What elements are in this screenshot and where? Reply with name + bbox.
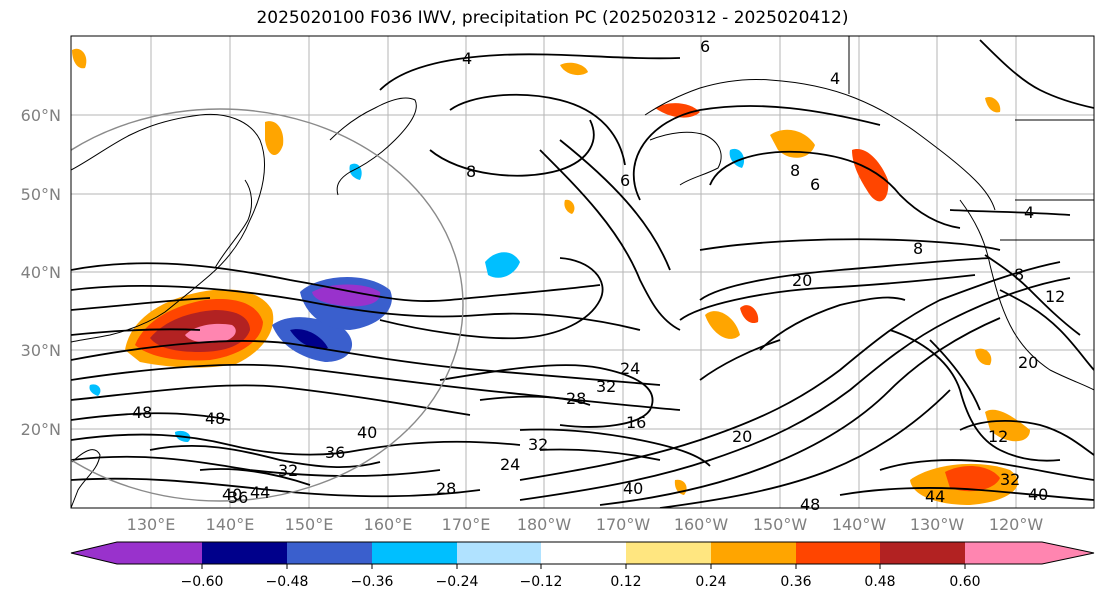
contour-label: 48 <box>205 409 225 428</box>
contour-label: 24 <box>500 455 520 474</box>
contour-label: 8 <box>1014 265 1024 284</box>
colorbar-outline <box>70 541 1095 565</box>
colorbar-segment <box>1042 542 1094 564</box>
lat-label: 50°N <box>21 185 61 204</box>
contour-label: 8 <box>790 161 800 180</box>
colorbar-segment <box>202 542 287 564</box>
contour-label: 32 <box>1000 470 1020 489</box>
colorbar-tick-label: 0.36 <box>780 574 811 590</box>
longitude-labels: 130°E 140°E 150°E 160°E 170°E 180°W 170°… <box>127 515 1044 534</box>
lon-label: 130°W <box>910 515 965 534</box>
lon-label: 150°W <box>753 515 808 534</box>
map-content <box>71 36 1094 508</box>
latitude-labels: 60°N 50°N 40°N 30°N 20°N <box>21 106 61 439</box>
lon-label: 160°E <box>364 515 413 534</box>
lon-label: 150°E <box>285 515 334 534</box>
colorbar-segment <box>626 542 711 564</box>
contour-label: 40 <box>623 479 643 498</box>
colorbar-segment <box>71 542 117 564</box>
contour-labels: 4 8 6 4 8 6 8 6 4 8 20 12 20 24 28 32 16… <box>132 37 1065 514</box>
colorbar-tick-label: 0.12 <box>610 574 641 590</box>
colorbar-segment <box>541 542 626 564</box>
contour-label: 8 <box>466 162 476 181</box>
contour-label: 6 <box>620 171 630 190</box>
contour-label: 4 <box>1024 203 1034 222</box>
colorbar-segment <box>117 542 202 564</box>
lat-label: 40°N <box>21 263 61 282</box>
contour-label: 20 <box>732 427 752 446</box>
contour-label: 44 <box>250 483 270 502</box>
map-title: 2025020100 F036 IWV, precipitation PC (2… <box>256 8 849 28</box>
gridlines <box>71 36 1094 508</box>
contour-label: 40 <box>222 485 242 504</box>
lon-label: 170°E <box>442 515 491 534</box>
colorbar: −0.60 −0.48 −0.36 −0.24 −0.12 0.12 0.24 … <box>70 541 1095 590</box>
colorbar-tick-label: −0.12 <box>520 574 563 590</box>
contour-label: 40 <box>357 423 377 442</box>
contour-label: 32 <box>596 377 616 396</box>
contour-label: 12 <box>988 427 1008 446</box>
lat-label: 20°N <box>21 420 61 439</box>
colorbar-tick-label: −0.48 <box>266 574 309 590</box>
contour-label: 8 <box>913 239 923 258</box>
colorbar-tick-label: 0.24 <box>695 574 726 590</box>
contour-label: 28 <box>566 389 586 408</box>
contour-label: 6 <box>700 37 710 56</box>
contour-label: 4 <box>830 69 840 88</box>
colorbar-tick-label: 0.60 <box>949 574 980 590</box>
contour-label: 4 <box>462 49 472 68</box>
colorbar-tick-label: −0.60 <box>181 574 224 590</box>
lon-label: 130°E <box>127 515 176 534</box>
colorbar-tick-label: −0.36 <box>351 574 394 590</box>
lat-label: 60°N <box>21 106 61 125</box>
colorbar-segment <box>457 542 541 564</box>
reference-circle <box>71 108 464 502</box>
contour-label: 48 <box>800 495 820 514</box>
colorbar-tick-label: −0.24 <box>436 574 479 590</box>
colorbar-segment <box>711 542 796 564</box>
contour-label: 48 <box>132 403 152 422</box>
contour-label: 16 <box>626 413 646 432</box>
contour-label: 44 <box>925 487 945 506</box>
contour-label: 32 <box>278 461 298 480</box>
lon-label: 140°E <box>206 515 255 534</box>
colorbar-segment <box>880 542 965 564</box>
contour-label: 32 <box>528 435 548 454</box>
coastlines <box>71 36 1094 508</box>
colorbar-segment <box>796 542 880 564</box>
lon-label: 120°W <box>989 515 1044 534</box>
colorbar-tick-label: 0.48 <box>864 574 895 590</box>
lon-label: 160°W <box>674 515 729 534</box>
contour-label: 20 <box>1018 353 1038 372</box>
colorbar-segment <box>287 542 372 564</box>
contour-label: 36 <box>325 443 345 462</box>
contour-label: 28 <box>436 479 456 498</box>
contour-label: 36 <box>228 488 248 507</box>
lat-label: 30°N <box>21 341 61 360</box>
contour-label: 6 <box>810 175 820 194</box>
colorbar-segment <box>965 542 1042 564</box>
contour-label: 24 <box>620 359 640 378</box>
lon-label: 140°W <box>832 515 887 534</box>
map-frame <box>70 35 1095 509</box>
lon-label: 180°W <box>517 515 572 534</box>
contour-label: 20 <box>792 271 812 290</box>
contour-label: 12 <box>1045 287 1065 306</box>
contour-label: 40 <box>1028 485 1048 504</box>
colorbar-segment <box>372 542 457 564</box>
lon-label: 170°W <box>596 515 651 534</box>
iwv-contours <box>71 39 1094 508</box>
colorbar-ticks: −0.60 −0.48 −0.36 −0.24 −0.12 0.12 0.24 … <box>181 574 981 590</box>
